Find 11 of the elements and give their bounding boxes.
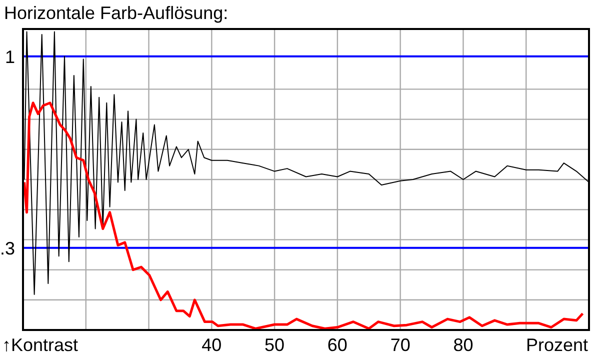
x-tick-label: 80 [453, 334, 474, 355]
chart-title: Horizontale Farb-Auflösung: [4, 2, 228, 24]
x-tick-label: 50 [264, 334, 285, 355]
y-tick-label: 1 [4, 46, 15, 67]
y-tick-label: .3 [0, 238, 15, 258]
x-tick-label: 70 [390, 334, 410, 355]
x-tick-label: 60 [327, 334, 348, 355]
x-axis-title: Prozent [526, 334, 588, 356]
y-axis-title: ↑Kontrast [2, 334, 78, 356]
x-tick-label: 40 [202, 334, 222, 355]
line-series [23, 102, 584, 330]
